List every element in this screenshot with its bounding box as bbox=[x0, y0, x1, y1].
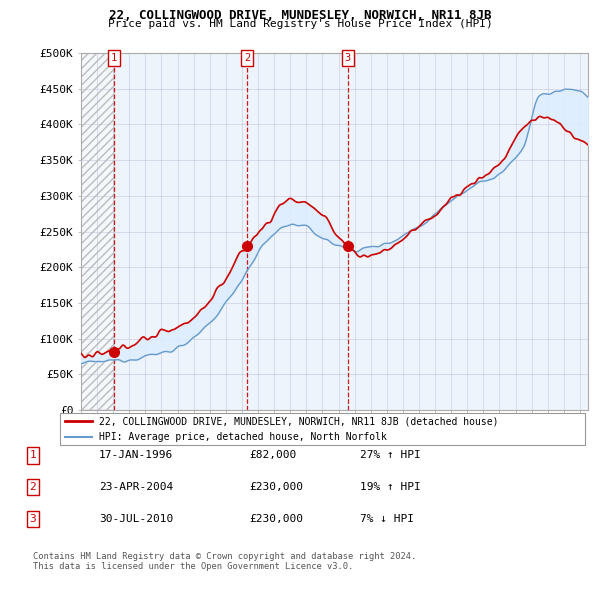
Text: 22, COLLINGWOOD DRIVE, MUNDESLEY, NORWICH, NR11 8JB: 22, COLLINGWOOD DRIVE, MUNDESLEY, NORWIC… bbox=[109, 9, 491, 22]
Text: 2: 2 bbox=[244, 53, 250, 63]
Text: £230,000: £230,000 bbox=[249, 514, 303, 524]
Text: 1: 1 bbox=[29, 451, 37, 460]
Text: 17-JAN-1996: 17-JAN-1996 bbox=[99, 451, 173, 460]
Text: Contains HM Land Registry data © Crown copyright and database right 2024.
This d: Contains HM Land Registry data © Crown c… bbox=[33, 552, 416, 571]
Text: 23-APR-2004: 23-APR-2004 bbox=[99, 483, 173, 492]
Text: £82,000: £82,000 bbox=[249, 451, 296, 460]
Text: 2: 2 bbox=[29, 483, 37, 492]
Text: 30-JUL-2010: 30-JUL-2010 bbox=[99, 514, 173, 524]
Text: £230,000: £230,000 bbox=[249, 483, 303, 492]
Text: 1: 1 bbox=[111, 53, 117, 63]
Text: 3: 3 bbox=[29, 514, 37, 524]
Text: Price paid vs. HM Land Registry's House Price Index (HPI): Price paid vs. HM Land Registry's House … bbox=[107, 19, 493, 29]
Text: 19% ↑ HPI: 19% ↑ HPI bbox=[360, 483, 421, 492]
FancyBboxPatch shape bbox=[60, 413, 585, 445]
Text: 3: 3 bbox=[345, 53, 351, 63]
Text: 27% ↑ HPI: 27% ↑ HPI bbox=[360, 451, 421, 460]
Text: 7% ↓ HPI: 7% ↓ HPI bbox=[360, 514, 414, 524]
Text: 22, COLLINGWOOD DRIVE, MUNDESLEY, NORWICH, NR11 8JB (detached house): 22, COLLINGWOOD DRIVE, MUNDESLEY, NORWIC… bbox=[100, 416, 499, 426]
Text: HPI: Average price, detached house, North Norfolk: HPI: Average price, detached house, Nort… bbox=[100, 432, 387, 442]
